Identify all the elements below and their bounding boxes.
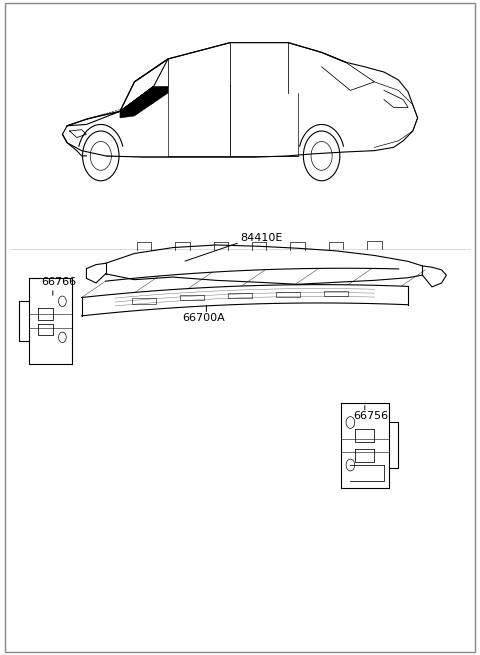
Bar — [228, 293, 252, 298]
Bar — [276, 291, 300, 297]
Bar — [180, 295, 204, 301]
Bar — [324, 291, 348, 297]
Text: 84410E: 84410E — [240, 233, 282, 243]
Bar — [132, 299, 156, 304]
Text: 66756: 66756 — [353, 411, 388, 421]
Text: 66766: 66766 — [41, 277, 76, 287]
Polygon shape — [120, 86, 168, 118]
Text: 66700A: 66700A — [182, 313, 225, 323]
